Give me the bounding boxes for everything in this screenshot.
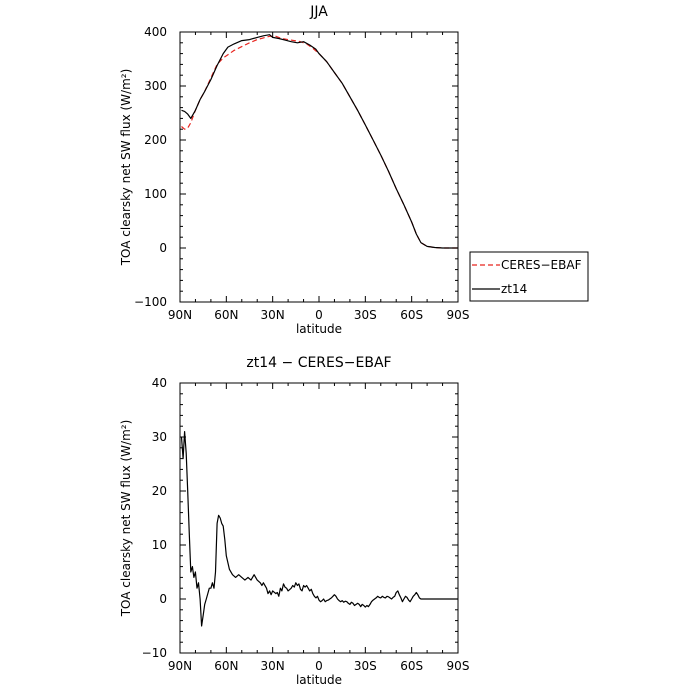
chart1-title: zt14 − CERES−EBAF [246, 355, 391, 371]
chart1-plot-frame [179, 382, 459, 654]
chart0-xtick-label-3: 0 [315, 308, 323, 322]
chart0-xtick-label-0: 90N [168, 308, 192, 322]
chart1-ytick-label-3: 20 [152, 484, 167, 498]
chart1-xtick-label-1: 60N [214, 659, 238, 673]
chart0-series-1-line [181, 34, 458, 249]
legend-box [469, 251, 589, 302]
chart0-plot-frame [179, 31, 459, 303]
chart0-xtick-label-1: 60N [214, 308, 238, 322]
chart1-xtick-label-0: 90N [168, 659, 192, 673]
top-chart-panel: JJA 90N 60N 30N 0 30S 60S 90S −100 0 100 200 300 400 l… [119, 4, 589, 336]
chart0-ytick-label-4: 300 [144, 79, 167, 93]
chart1-xaxis-title: latitude [296, 673, 342, 687]
chart0-xtick-label-4: 30S [354, 308, 377, 322]
chart0-xtick-label-6: 90S [447, 308, 470, 322]
chart1-xtick-label-4: 30S [354, 659, 377, 673]
chart1-ytick-label-0: −10 [142, 646, 167, 660]
legend-label-1: zt14 [501, 282, 527, 296]
chart1-xtick-label-6: 90S [447, 659, 470, 673]
bottom-chart-panel: zt14 − CERES−EBAF 90N 60N 30N 0 30S 60S 90S −10 0… [119, 355, 469, 687]
chart0-ytick-label-3: 200 [144, 133, 167, 147]
chart0-title: JJA [309, 4, 328, 20]
legend-label-0: CERES−EBAF [501, 258, 582, 272]
chart0-ytick-label-2: 100 [144, 187, 167, 201]
chart0-xtick-label-5: 60S [400, 308, 423, 322]
chart0-series-0-line [181, 35, 458, 249]
chart0-yaxis-title: TOA clearsky net SW flux (W/m²) [119, 69, 133, 267]
chart1-ytick-label-2: 10 [152, 538, 167, 552]
chart1-ytick-label-1: 0 [159, 592, 167, 606]
chart0-ytick-label-5: 400 [144, 25, 167, 39]
chart0-ytick-label-0: −100 [134, 295, 167, 309]
chart1-ytick-label-4: 30 [152, 430, 167, 444]
chart1-xtick-label-5: 60S [400, 659, 423, 673]
chart1-series-0-line [180, 431, 458, 627]
chart1-yaxis-title: TOA clearsky net SW flux (W/m²) [119, 420, 133, 618]
chart1-ytick-label-5: 40 [152, 376, 167, 390]
chart1-xtick-label-3: 0 [315, 659, 323, 673]
chart0-ytick-label-1: 0 [159, 241, 167, 255]
chart1-xtick-label-2: 30N [261, 659, 285, 673]
chart0-xaxis-title: latitude [296, 322, 342, 336]
chart0-xtick-label-2: 30N [261, 308, 285, 322]
